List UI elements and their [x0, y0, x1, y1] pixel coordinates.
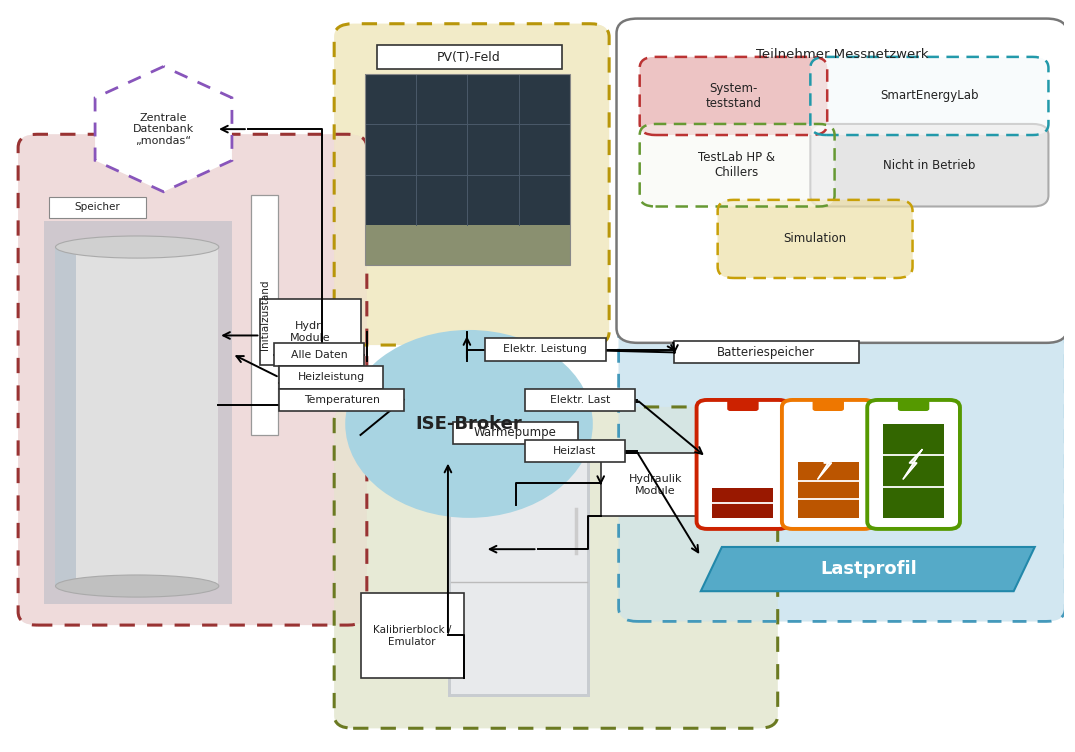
Text: SmartEnergyLab: SmartEnergyLab: [880, 89, 978, 102]
FancyBboxPatch shape: [640, 57, 828, 135]
Bar: [883, 424, 944, 518]
Ellipse shape: [56, 236, 219, 258]
Bar: [280, 389, 404, 411]
Text: Nicht in Betrieb: Nicht in Betrieb: [884, 159, 976, 171]
Bar: [377, 45, 562, 69]
Bar: [280, 366, 383, 389]
Bar: [44, 221, 232, 605]
Bar: [601, 453, 712, 516]
Bar: [360, 593, 463, 678]
FancyBboxPatch shape: [618, 326, 1065, 621]
Text: Temperaturen: Temperaturen: [303, 395, 379, 405]
FancyBboxPatch shape: [334, 407, 777, 728]
Bar: [364, 74, 570, 225]
FancyBboxPatch shape: [868, 400, 960, 529]
Text: Heizlast: Heizlast: [554, 446, 597, 456]
FancyBboxPatch shape: [618, 326, 1065, 621]
Text: Lastprofil: Lastprofil: [820, 560, 917, 578]
Text: Wärmepumpe: Wärmepumpe: [474, 426, 557, 439]
Text: Zentrale
Datenbank
„mondas“: Zentrale Datenbank „mondas“: [133, 113, 195, 146]
Bar: [364, 225, 570, 265]
Bar: [55, 247, 76, 586]
FancyBboxPatch shape: [640, 57, 828, 135]
Bar: [452, 456, 587, 694]
Text: Hydraulik
Module: Hydraulik Module: [629, 475, 683, 496]
Text: Batteriespeicher: Batteriespeicher: [717, 346, 815, 359]
Bar: [798, 462, 859, 518]
FancyBboxPatch shape: [718, 200, 913, 278]
Bar: [250, 196, 278, 435]
Text: Elektr. Leistung: Elektr. Leistung: [503, 344, 587, 354]
Text: Teilnehmer Messnetzwerk: Teilnehmer Messnetzwerk: [756, 48, 928, 61]
Bar: [454, 422, 577, 444]
FancyBboxPatch shape: [640, 124, 834, 207]
Polygon shape: [818, 450, 836, 479]
Polygon shape: [95, 66, 232, 192]
Text: Initialzustand: Initialzustand: [260, 280, 270, 350]
Bar: [485, 338, 606, 361]
Text: ISE-Broker: ISE-Broker: [416, 415, 522, 433]
Bar: [448, 453, 590, 696]
FancyBboxPatch shape: [697, 400, 789, 529]
Text: Speicher: Speicher: [74, 202, 120, 212]
Text: Elektr. Last: Elektr. Last: [550, 395, 611, 405]
Bar: [364, 74, 570, 265]
Text: System-
teststand: System- teststand: [705, 82, 761, 110]
FancyBboxPatch shape: [782, 400, 875, 529]
Bar: [713, 488, 774, 518]
FancyBboxPatch shape: [640, 124, 834, 207]
Bar: [364, 74, 570, 265]
Text: Simulation: Simulation: [783, 232, 846, 245]
FancyBboxPatch shape: [811, 57, 1048, 135]
Bar: [674, 341, 859, 363]
Text: Kalibrierblock /
Emulator: Kalibrierblock / Emulator: [373, 625, 452, 647]
FancyBboxPatch shape: [813, 400, 844, 411]
Text: Alle Daten: Alle Daten: [290, 350, 347, 359]
FancyBboxPatch shape: [718, 200, 913, 278]
Bar: [55, 247, 218, 586]
Text: PV(T)-Feld: PV(T)-Feld: [438, 51, 501, 64]
Text: TestLab HP &
Chillers: TestLab HP & Chillers: [698, 151, 775, 179]
Ellipse shape: [345, 330, 592, 518]
Bar: [48, 197, 145, 217]
Ellipse shape: [56, 575, 219, 597]
FancyBboxPatch shape: [727, 400, 759, 411]
Text: Hydr.
Module: Hydr. Module: [289, 321, 330, 343]
Polygon shape: [732, 450, 751, 479]
Bar: [525, 389, 635, 411]
Bar: [260, 299, 360, 365]
Polygon shape: [903, 450, 922, 479]
Bar: [525, 440, 625, 462]
FancyBboxPatch shape: [617, 19, 1067, 343]
FancyBboxPatch shape: [334, 24, 610, 345]
FancyBboxPatch shape: [334, 24, 610, 345]
Text: Heizleistung: Heizleistung: [298, 372, 364, 383]
FancyBboxPatch shape: [811, 57, 1048, 135]
FancyBboxPatch shape: [334, 407, 777, 728]
FancyBboxPatch shape: [18, 135, 367, 625]
FancyBboxPatch shape: [898, 400, 929, 411]
Polygon shape: [701, 547, 1035, 591]
Bar: [274, 343, 363, 366]
FancyBboxPatch shape: [811, 124, 1048, 207]
FancyBboxPatch shape: [18, 135, 367, 625]
